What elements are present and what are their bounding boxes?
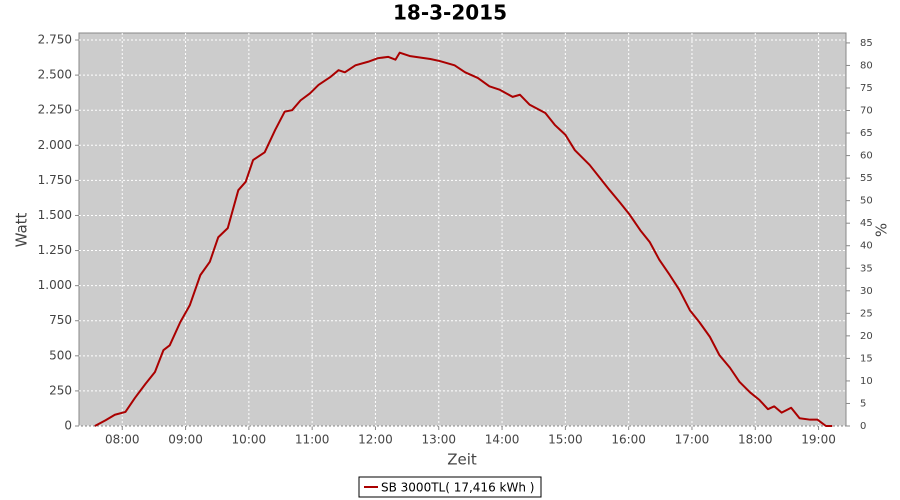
- y2-tick-label: 0: [860, 421, 866, 432]
- y2-tick-label: 25: [860, 308, 873, 319]
- y2-tick-label: 60: [860, 151, 873, 162]
- y2-tick-label: 65: [860, 128, 873, 139]
- x-tick-label: 18:00: [738, 433, 773, 447]
- plot-area: [78, 32, 847, 427]
- y2-tick-label: 15: [860, 353, 873, 364]
- y-tick-label: 1.250: [38, 243, 72, 257]
- y-tick-label: 750: [49, 313, 72, 327]
- legend-label: SB 3000TL( 17,416 kWh ): [381, 481, 534, 495]
- y-tick-label: 2.750: [38, 33, 72, 47]
- x-tick-label: 10:00: [232, 433, 267, 447]
- y-tick-label: 1.000: [38, 278, 72, 292]
- y2-tick-label: 55: [860, 173, 873, 184]
- y2-tick-label: 20: [860, 331, 873, 342]
- y2-tick-label: 40: [860, 241, 873, 252]
- y2-tick-label: 30: [860, 286, 873, 297]
- x-axis-label: Zeit: [447, 451, 477, 469]
- y2-tick-label: 75: [860, 83, 873, 94]
- x-tick-label: 17:00: [675, 433, 710, 447]
- x-tick-label: 09:00: [168, 433, 203, 447]
- y-tick-label: 1.500: [38, 208, 72, 222]
- y-tick-label: 2.500: [38, 68, 72, 82]
- legend: [358, 476, 542, 498]
- y-tick-label: 1.750: [38, 173, 72, 187]
- y-tick-label: 500: [49, 348, 72, 362]
- y-tick-label: 250: [49, 383, 72, 397]
- y2-axis-label: %: [873, 223, 891, 237]
- y-axis-label: Watt: [13, 212, 31, 247]
- y2-tick-label: 35: [860, 263, 873, 274]
- chart-title: 18-3-2015: [393, 1, 507, 25]
- y-tick-label: 0: [64, 419, 72, 433]
- y-tick-label: 2.000: [38, 138, 72, 152]
- y2-tick-label: 10: [860, 376, 873, 387]
- x-tick-label: 12:00: [358, 433, 393, 447]
- y-tick-label: 2.250: [38, 103, 72, 117]
- x-tick-label: 16:00: [611, 433, 646, 447]
- y2-tick-label: 45: [860, 218, 873, 229]
- y2-tick-label: 5: [860, 398, 866, 409]
- data-line: [94, 51, 833, 427]
- y2-tick-label: 80: [860, 60, 873, 71]
- x-tick-label: 11:00: [295, 433, 330, 447]
- x-tick-label: 15:00: [548, 433, 583, 447]
- x-tick-label: 13:00: [421, 433, 456, 447]
- x-tick-label: 14:00: [485, 433, 520, 447]
- y2-tick-label: 50: [860, 196, 873, 207]
- y2-tick-label: 70: [860, 106, 873, 117]
- y2-tick-label: 85: [860, 38, 873, 49]
- x-tick-label: 08:00: [105, 433, 140, 447]
- x-tick-label: 19:00: [801, 433, 836, 447]
